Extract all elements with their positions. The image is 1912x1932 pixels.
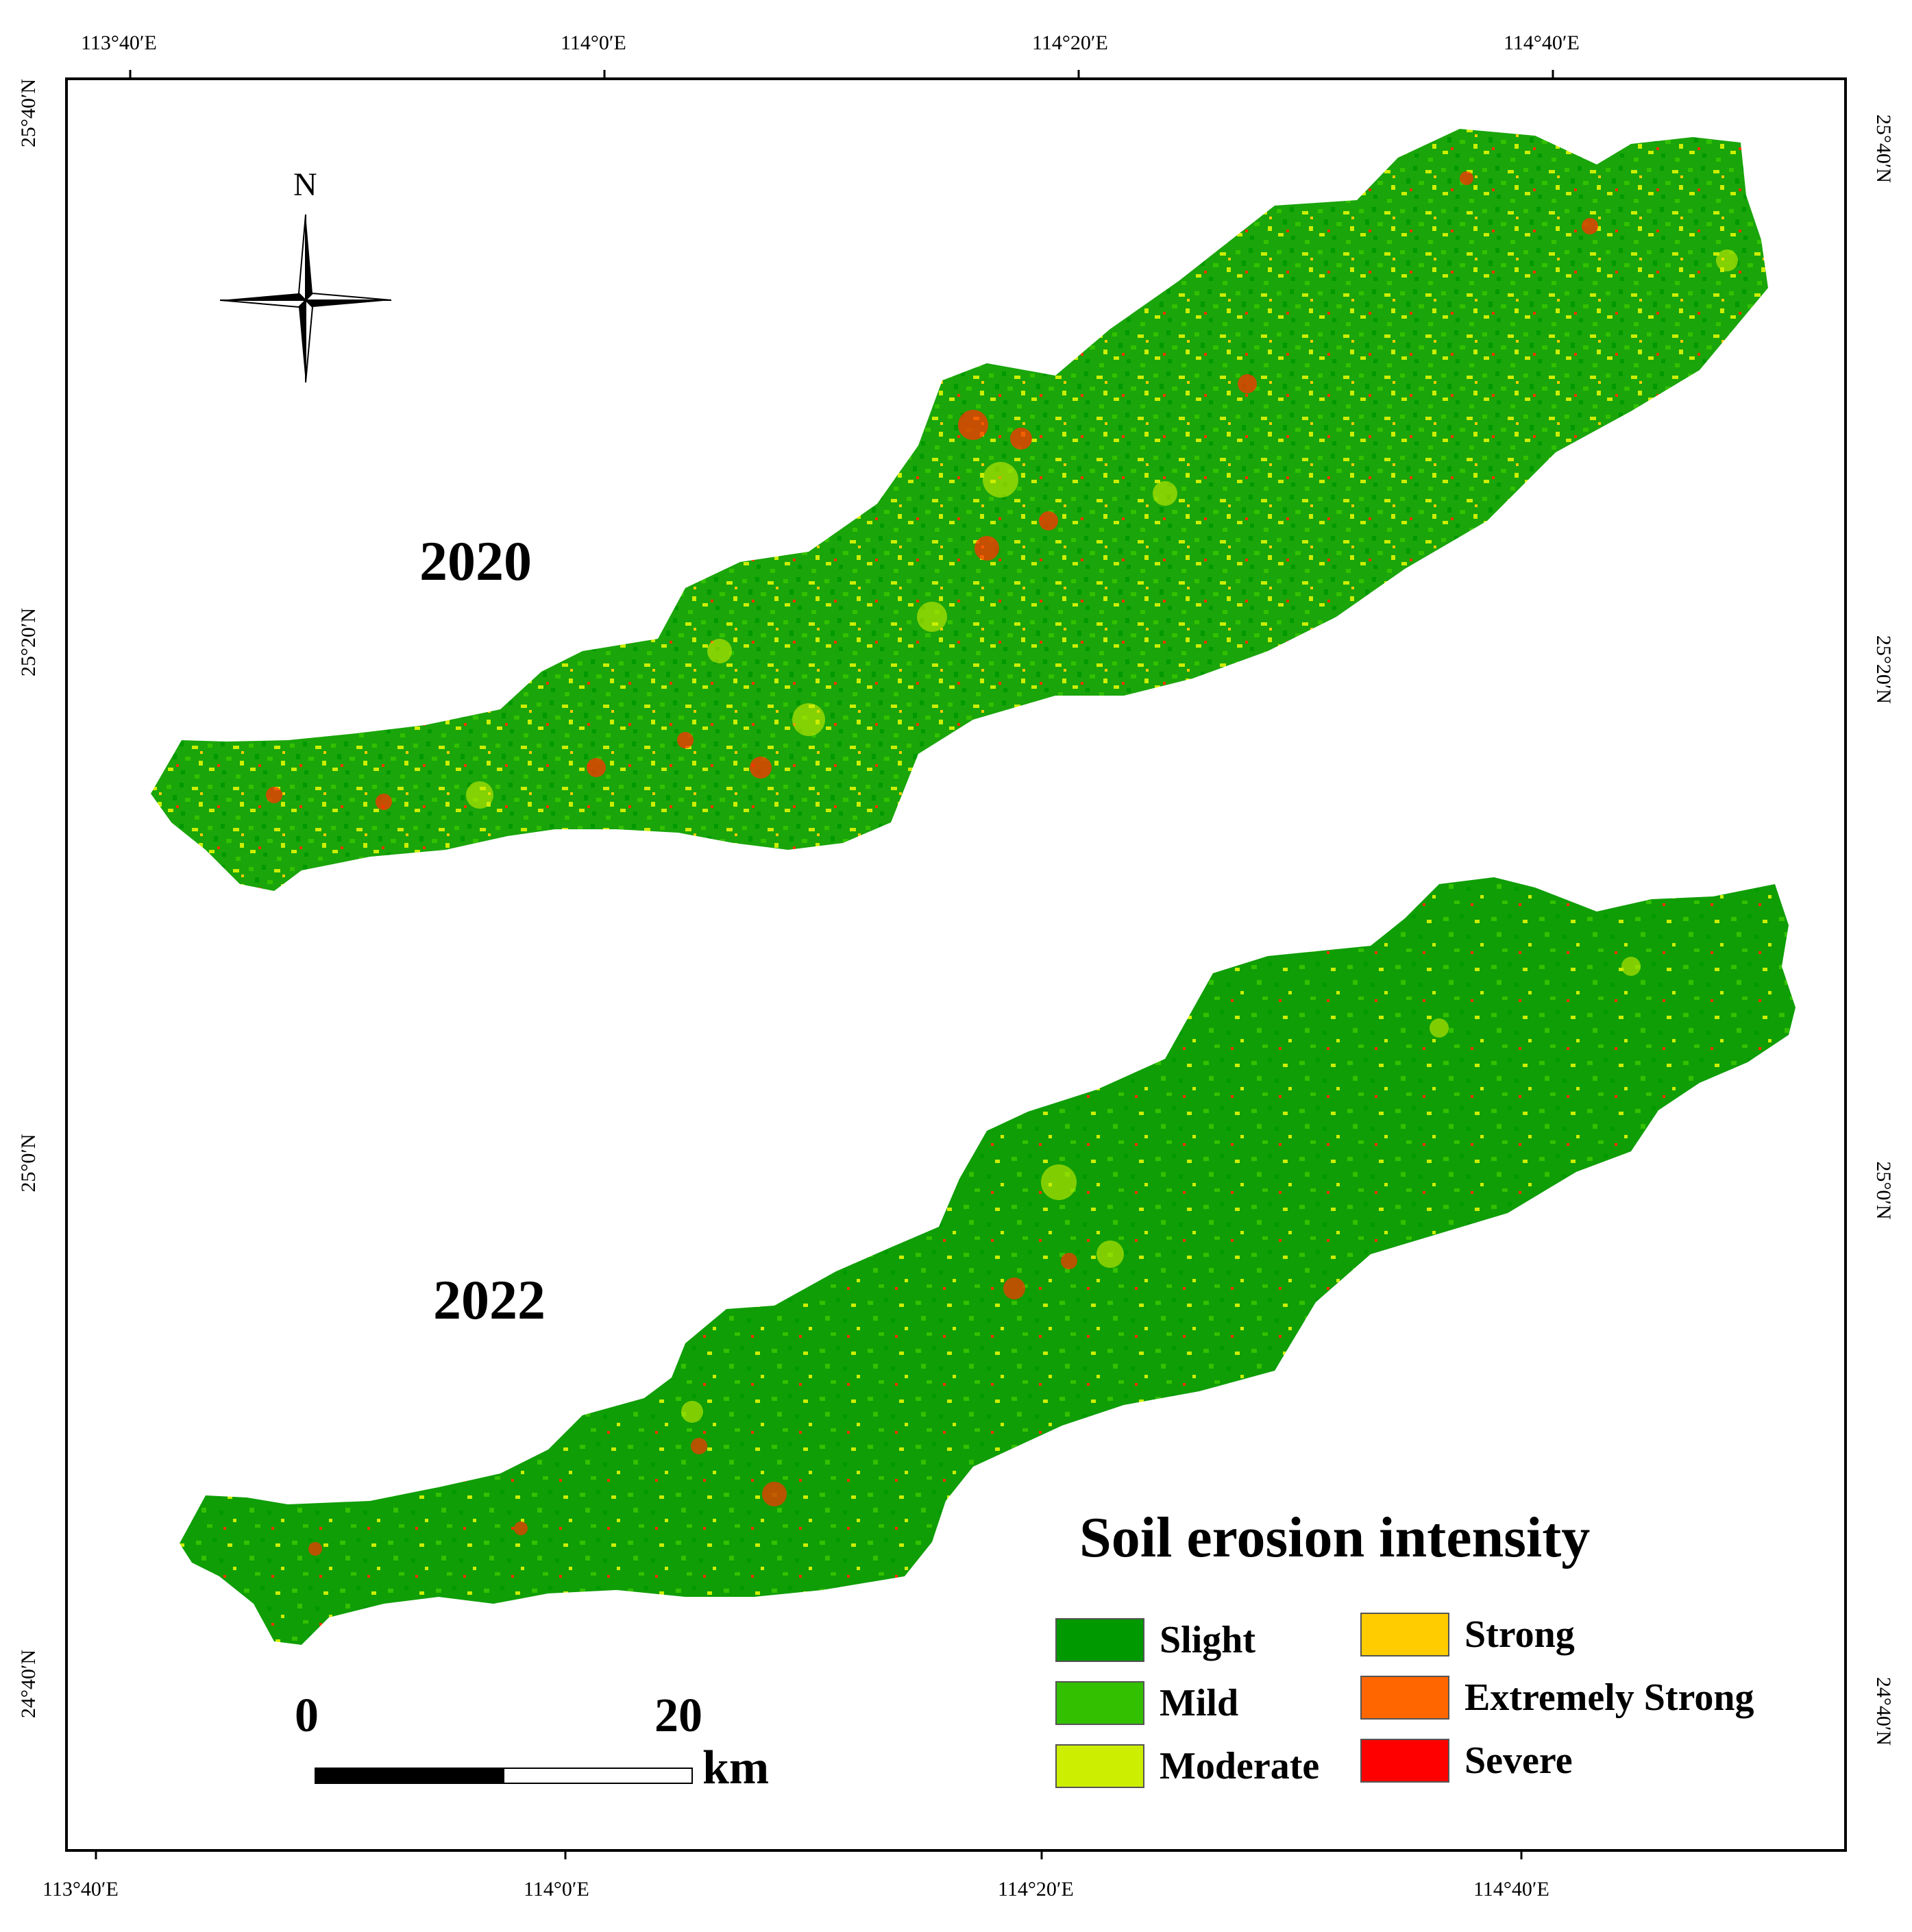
- legend-label: Strong: [1464, 1613, 1575, 1656]
- year-label-2020: 2020: [419, 530, 532, 592]
- scale-unit-label: km: [702, 1741, 770, 1794]
- bottom-tick-label: 114°40′E: [1473, 1878, 1549, 1900]
- legend-label: Extremely Strong: [1464, 1676, 1754, 1719]
- erosion-hotspots-2022: [308, 1253, 1077, 1556]
- right-tick-label: 25°40′N: [1872, 114, 1895, 184]
- left-tick-label: 25°40′N: [17, 78, 40, 148]
- left-tick-label: 25°20′N: [17, 607, 40, 677]
- bottom-tick-label: 114°0′E: [524, 1878, 589, 1900]
- top-tick-marks: [129, 70, 1554, 79]
- legend-swatch-slight: [1055, 1618, 1144, 1662]
- top-tick-label: 113°40′E: [81, 32, 157, 54]
- legend-item-moderate: Moderate: [1055, 1744, 1319, 1789]
- legend-swatch-extremely-strong: [1360, 1676, 1449, 1720]
- legend-swatch-severe: [1360, 1739, 1449, 1783]
- top-tick-label: 114°0′E: [561, 32, 626, 54]
- erosion-hotspots-2020: [266, 171, 1598, 810]
- legend-item-mild: Mild: [1055, 1680, 1238, 1726]
- legend-item-slight: Slight: [1055, 1617, 1255, 1663]
- scale-bar: [315, 1768, 693, 1784]
- scale-start-label: 0: [295, 1689, 319, 1742]
- legend-swatch-moderate: [1055, 1744, 1144, 1788]
- scale-end-label: 20: [654, 1689, 702, 1742]
- north-label: N: [293, 167, 317, 203]
- bottom-tick-label: 114°20′E: [998, 1878, 1074, 1900]
- erosion-moderate-2022: [681, 957, 1641, 1423]
- right-tick-label: 24°40′N: [1872, 1676, 1895, 1746]
- top-tick-label: 114°20′E: [1032, 32, 1108, 54]
- legend-label: Mild: [1160, 1682, 1239, 1724]
- erosion-moderate-2020: [466, 249, 1738, 809]
- legend-label: Moderate: [1160, 1745, 1320, 1787]
- legend-swatch-strong: [1360, 1613, 1449, 1656]
- legend-label: Slight: [1160, 1619, 1256, 1661]
- bottom-tick-label: 113°40′E: [42, 1878, 119, 1900]
- legend-swatch-mild: [1055, 1681, 1144, 1725]
- left-tick-label: 25°0′N: [17, 1134, 40, 1193]
- year-label-2022: 2022: [433, 1269, 546, 1331]
- bottom-tick-marks: [95, 1850, 1523, 1859]
- top-tick-label: 114°40′E: [1504, 32, 1580, 54]
- north-arrow: [219, 214, 392, 383]
- map-neatline: [65, 77, 1847, 1852]
- legend-label: Severe: [1464, 1739, 1573, 1782]
- erosion-region-2020: [151, 129, 1768, 891]
- legend-item-extremely-strong: Extremely Strong: [1360, 1675, 1754, 1720]
- erosion-region-2022: [180, 877, 1795, 1645]
- right-tick-label: 25°0′N: [1872, 1161, 1895, 1220]
- legend-item-severe: Severe: [1360, 1738, 1573, 1783]
- left-tick-label: 24°40′N: [17, 1649, 40, 1719]
- right-tick-label: 25°20′N: [1872, 635, 1895, 705]
- legend-item-strong: Strong: [1360, 1612, 1575, 1657]
- legend-title: Soil erosion intensity: [1079, 1506, 1591, 1569]
